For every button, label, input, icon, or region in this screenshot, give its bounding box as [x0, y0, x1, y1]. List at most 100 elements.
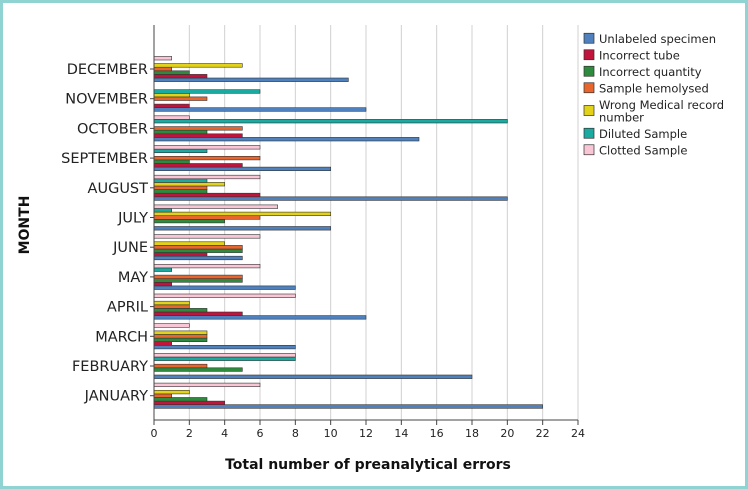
- legend-swatch-sample-hemolysed: [583, 82, 595, 94]
- bar-sample-hemolysed-april: [153, 304, 190, 309]
- x-tick-label: 22: [536, 427, 550, 440]
- bar-incorrect-quantity-july: [153, 219, 225, 224]
- bar-incorrect-quantity-october: [153, 129, 208, 135]
- bar-sample-hemolysed-october: [153, 126, 243, 131]
- x-tick-label: 24: [571, 427, 585, 440]
- bars: [153, 56, 543, 409]
- bar-unlabeled-specimen-april: [153, 315, 367, 320]
- y-tick-label: NOVEMBER: [65, 92, 148, 108]
- bar-diluted-sample-september: [153, 148, 208, 154]
- x-tick-label: 8: [292, 427, 299, 440]
- bar-sample-hemolysed-january: [153, 393, 172, 398]
- bar-wrong-medical-record-number-january: [153, 389, 190, 395]
- bar-incorrect-quantity-february: [153, 367, 243, 372]
- bar-clotted-sample-july: [153, 204, 278, 209]
- bar-incorrect-tube-september: [153, 163, 243, 168]
- y-tick-label: JULY: [117, 211, 148, 227]
- x-tick-label: 20: [500, 427, 514, 440]
- bar-wrong-medical-record-number-november: [153, 93, 190, 98]
- y-tick-label: DECEMBER: [67, 62, 148, 78]
- y-tick-label: MARCH: [95, 329, 148, 345]
- bar-incorrect-tube-november: [153, 103, 190, 108]
- x-tick-label: 12: [359, 427, 373, 440]
- bar-unlabeled-specimen-september: [153, 166, 331, 172]
- bar-incorrect-quantity-august: [153, 189, 208, 194]
- bar-clotted-sample-may: [153, 263, 261, 269]
- bar-unlabeled-specimen-december: [153, 77, 349, 82]
- bar-incorrect-tube-january: [153, 400, 225, 406]
- bar-incorrect-tube-april: [153, 311, 243, 316]
- x-tick-label: 0: [151, 427, 158, 440]
- bar-incorrect-tube-august: [153, 192, 261, 198]
- x-axis-label: Total number of preanalytical errors: [225, 457, 511, 473]
- bar-incorrect-tube-may: [153, 281, 172, 287]
- bar-unlabeled-specimen-may: [153, 285, 296, 290]
- y-tick-labels: JANUARY FEBRUARY MARCH APRIL MAY JUNE JULY AUGU…: [61, 62, 154, 405]
- bar-wrong-medical-record-number-june: [153, 241, 225, 246]
- y-tick-label: APRIL: [107, 300, 148, 316]
- bar-incorrect-quantity-march: [153, 337, 208, 343]
- y-tick-label: SEPTEMBER: [61, 151, 148, 167]
- bar-clotted-sample-march: [153, 323, 190, 328]
- bar-clotted-sample-october: [153, 115, 190, 120]
- x-tick-label: 2: [186, 427, 193, 440]
- bar-clotted-sample-september: [153, 145, 261, 150]
- y-tick-label: OCTOBER: [77, 121, 148, 137]
- legend-label: Sample hemolysed: [599, 82, 709, 96]
- bar-sample-hemolysed-september: [153, 156, 261, 161]
- bar-wrong-medical-record-number-december: [153, 63, 243, 68]
- bar-diluted-sample-july: [153, 208, 172, 213]
- bar-sample-hemolysed-november: [153, 96, 208, 101]
- y-tick-label: AUGUST: [88, 181, 149, 197]
- x-tick-label: 4: [221, 427, 228, 440]
- bar-diluted-sample-october: [153, 119, 508, 124]
- bar-clotted-sample-june: [153, 234, 261, 239]
- bar-incorrect-tube-october: [153, 133, 243, 138]
- x-tick-label: 16: [430, 427, 444, 440]
- bar-incorrect-tube-june: [153, 252, 208, 257]
- legend-label: Incorrect quantity: [599, 65, 702, 79]
- y-axis-label: MONTH: [17, 196, 33, 255]
- legend-swatch-wrong-medical-record-number: [583, 105, 595, 116]
- bar-diluted-sample-may: [153, 267, 172, 272]
- bar-unlabeled-specimen-june: [153, 255, 243, 261]
- bar-wrong-medical-record-number-july: [153, 211, 331, 217]
- bar-clotted-sample-august: [153, 174, 261, 180]
- bar-incorrect-quantity-may: [153, 278, 243, 283]
- bar-wrong-medical-record-number-august: [153, 182, 225, 187]
- bar-incorrect-quantity-january: [153, 397, 208, 402]
- bar-incorrect-quantity-december: [153, 70, 190, 75]
- x-tick-label: 18: [465, 427, 479, 440]
- bar-unlabeled-specimen-february: [153, 374, 473, 379]
- y-tick-label: JANUARY: [84, 389, 148, 405]
- bar-unlabeled-specimen-july: [153, 226, 331, 231]
- legend-label: Wrong Medical record number: [599, 98, 724, 125]
- bar-sample-hemolysed-may: [153, 274, 243, 280]
- legend-label: Clotted Sample: [599, 144, 687, 158]
- x-tick-labels: 0 2 4 6 8 10 12 14 16 18 20 22 24: [151, 420, 585, 440]
- bar-incorrect-tube-december: [153, 74, 208, 79]
- bar-clotted-sample-april: [153, 293, 296, 298]
- x-tick-label: 6: [257, 427, 264, 440]
- legend-label: Incorrect tube: [599, 49, 680, 63]
- bar-clotted-sample-february: [153, 353, 296, 358]
- bar-incorrect-quantity-september: [153, 159, 190, 164]
- bar-unlabeled-specimen-august: [153, 196, 508, 201]
- bar-wrong-medical-record-number-april: [153, 300, 190, 306]
- bar-wrong-medical-record-number-march: [153, 330, 208, 335]
- bar-diluted-sample-november: [153, 89, 261, 94]
- bar-diluted-sample-february: [153, 356, 296, 361]
- y-tick-label: FEBRUARY: [72, 359, 148, 375]
- bar-sample-hemolysed-july: [153, 215, 261, 220]
- x-tick-label: 14: [394, 427, 408, 440]
- bar-incorrect-quantity-april: [153, 308, 208, 313]
- y-tick-label: MAY: [118, 270, 148, 286]
- legend: Unlabeled specimen Incorrect tube Incorrec…: [583, 32, 724, 158]
- legend-label: Diluted Sample: [599, 127, 687, 141]
- legend-swatch-incorrect-quantity: [583, 65, 595, 77]
- bar-sample-hemolysed-june: [153, 245, 243, 250]
- bar-incorrect-quantity-june: [153, 248, 243, 253]
- legend-swatch-incorrect-tube: [583, 49, 595, 61]
- bar-unlabeled-specimen-november: [153, 107, 367, 112]
